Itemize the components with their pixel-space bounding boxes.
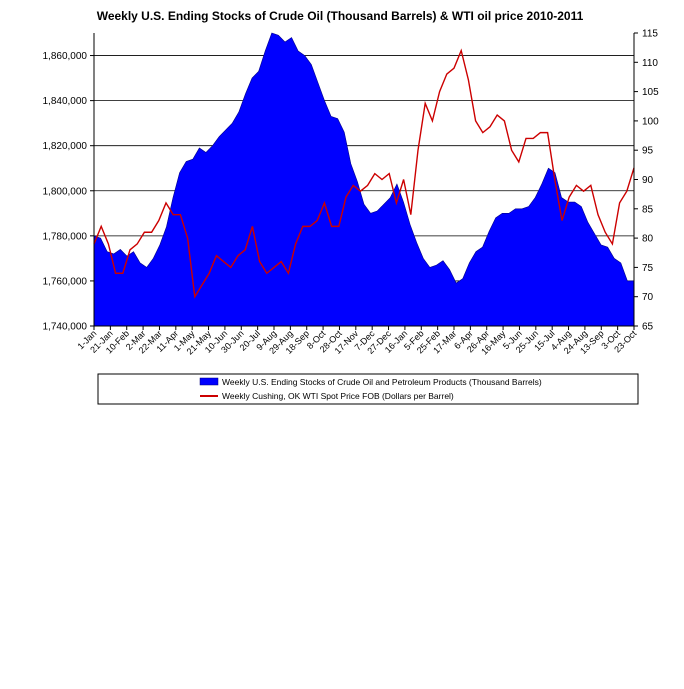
left-tick-label: 1,860,000 — [43, 51, 88, 62]
stocks-area — [93, 32, 635, 327]
x-axis-ticks: 1-Jan21-Jan10-Feb2-Mar22-Mar11-Apr1-May2… — [75, 326, 639, 357]
left-tick-label: 1,740,000 — [43, 322, 88, 333]
right-tick-label: 70 — [642, 292, 654, 303]
left-tick-label: 1,820,000 — [43, 141, 88, 152]
right-tick-label: 85 — [642, 204, 654, 215]
legend: Weekly U.S. Ending Stocks of Crude Oil a… — [97, 373, 639, 405]
left-tick-label: 1,800,000 — [43, 186, 88, 197]
left-tick-label: 1,760,000 — [43, 276, 88, 287]
right-tick-label: 95 — [642, 146, 654, 157]
right-tick-label: 115 — [642, 29, 658, 40]
left-tick-label: 1,780,000 — [43, 231, 88, 242]
right-tick-label: 100 — [642, 116, 659, 127]
stocks-area-series — [93, 32, 635, 327]
legend-label-price: Weekly Cushing, OK WTI Spot Price FOB (D… — [222, 391, 454, 401]
right-tick-label: 65 — [642, 322, 654, 333]
price-line-series — [93, 48, 635, 299]
right-tick-label: 90 — [642, 175, 654, 186]
right-tick-label: 75 — [642, 263, 654, 274]
legend-swatch-stocks — [199, 377, 219, 386]
legend-box — [97, 373, 639, 405]
legend-label-stocks: Weekly U.S. Ending Stocks of Crude Oil a… — [222, 377, 542, 387]
chart-title: Weekly U.S. Ending Stocks of Crude Oil (… — [97, 9, 584, 23]
right-tick-label: 110 — [642, 58, 658, 69]
right-axis-ticks: 65 70 75 80 85 90 95 100 105 110 115 — [634, 29, 659, 333]
price-line — [93, 48, 635, 299]
left-axis-ticks: 1,740,000 1,760,000 1,780,000 1,800,000 1,82… — [43, 51, 94, 333]
right-tick-label: 80 — [642, 234, 654, 245]
right-tick-label: 105 — [642, 87, 659, 98]
left-tick-label: 1,840,000 — [43, 96, 88, 107]
